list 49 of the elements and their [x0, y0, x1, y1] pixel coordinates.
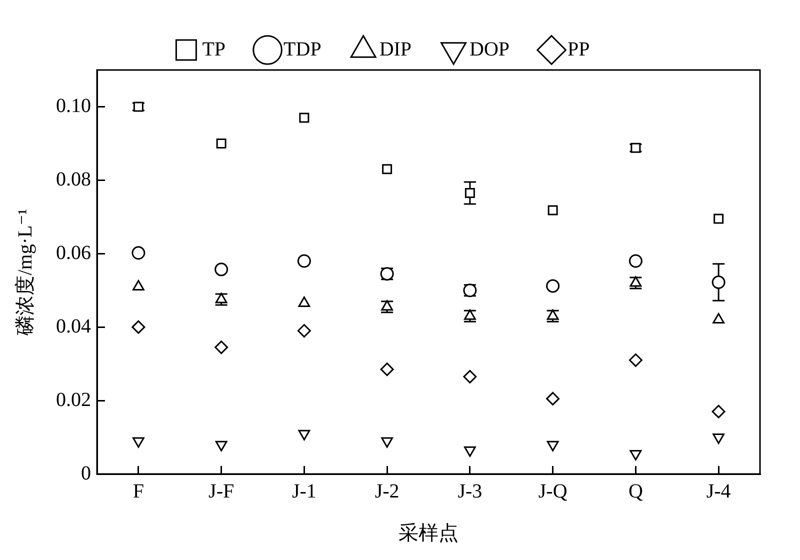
y-tick-label: 0.08 [56, 168, 91, 190]
legend-label: DIP [379, 38, 412, 60]
point [628, 254, 642, 268]
point [132, 437, 144, 448]
point [464, 446, 476, 457]
y-tick-label: 0.06 [56, 242, 91, 264]
x-tick-label: J-Q [538, 480, 568, 502]
point [216, 138, 226, 148]
legend-label: DOP [470, 38, 510, 60]
legend-label: TDP [284, 38, 322, 60]
x-tick-label: J-3 [458, 480, 482, 502]
point [380, 362, 394, 376]
point [299, 112, 310, 123]
point [712, 404, 726, 418]
legend-label: PP [568, 38, 590, 60]
x-tick-label: F [132, 480, 144, 502]
point [546, 392, 560, 406]
y-tick-label: 0.02 [56, 388, 91, 411]
point [712, 276, 726, 290]
point [628, 353, 642, 367]
y-tick-label: 0.10 [56, 94, 91, 117]
point [297, 254, 311, 268]
y-tick-label: 0.04 [56, 315, 91, 338]
x-tick-label: J-4 [706, 480, 731, 502]
point [298, 430, 310, 440]
point [464, 188, 475, 198]
x-tick-label: J-1 [292, 480, 316, 502]
point [132, 320, 146, 334]
y-tick-label: 0 [81, 462, 91, 484]
legend-label: TP [202, 38, 226, 60]
point [546, 440, 559, 452]
y-axis-title: 磷浓度/mg·L⁻¹ [14, 208, 36, 336]
point [382, 164, 392, 174]
x-tick-label: J-F [208, 480, 234, 502]
point [714, 214, 724, 224]
point [463, 370, 477, 384]
x-axis-title: 采样点 [398, 522, 458, 544]
point [214, 340, 228, 354]
point [132, 246, 146, 260]
point [214, 262, 228, 276]
point [297, 324, 311, 338]
point [712, 434, 725, 444]
point [381, 437, 394, 448]
point [630, 450, 642, 461]
x-tick-label: J-2 [374, 480, 400, 502]
x-tick-label: Q [628, 480, 644, 502]
point [215, 440, 228, 452]
point [546, 279, 560, 293]
point [548, 205, 558, 216]
